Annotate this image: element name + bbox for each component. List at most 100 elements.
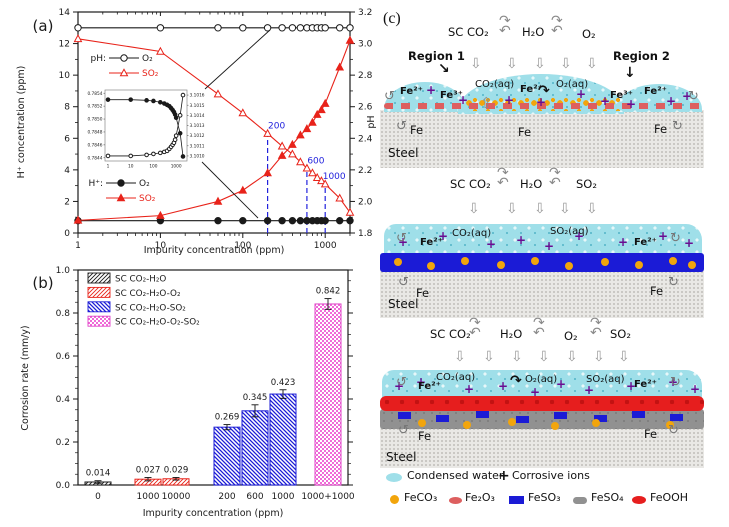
- svg-text:O₂: O₂: [142, 54, 153, 64]
- feso3-particle: [516, 416, 529, 423]
- corrosive-ion-icon: +: [626, 97, 637, 111]
- svg-text:2.6: 2.6: [358, 103, 373, 113]
- svg-text:0.029: 0.029: [164, 465, 189, 475]
- gas-label: SO₂: [576, 177, 597, 191]
- svg-text:8: 8: [64, 103, 70, 113]
- corrosive-ion-icon: +: [398, 235, 409, 249]
- series-3: [73, 35, 355, 224]
- fe-label: Fe: [644, 427, 658, 441]
- fe-label: Fe: [416, 286, 430, 300]
- svg-text:(b): (b): [32, 274, 53, 292]
- feso3-particle: [476, 411, 489, 418]
- legend-feso4: FeSO₄: [591, 491, 624, 504]
- svg-text:14: 14: [59, 8, 71, 18]
- feco3-particle: [551, 422, 559, 430]
- svg-text:600: 600: [307, 156, 324, 166]
- svg-text:0.269: 0.269: [215, 413, 240, 423]
- fe-label: Fe: [654, 122, 668, 136]
- feco3-particle: [463, 421, 471, 429]
- svg-text:10: 10: [59, 71, 71, 81]
- corrosive-ion-icon: +: [516, 233, 527, 247]
- gas-dissolve-arrow-icon: ⇩: [538, 349, 550, 365]
- svg-text:10: 10: [128, 164, 134, 170]
- svg-text:1000: 1000: [137, 492, 160, 502]
- svg-text:SC CO₂-H₂O-O₂-SO₂: SC CO₂-H₂O-O₂-SO₂: [115, 318, 200, 328]
- gas-dissolve-arrow-icon: ⇩: [468, 201, 480, 217]
- svg-text:1000: 1000: [323, 172, 346, 182]
- gas-cycle-icon: ↷ ↶: [533, 315, 545, 341]
- co2-aq-label: CO₂(aq): [452, 228, 492, 239]
- svg-text:0.423: 0.423: [271, 378, 296, 388]
- panel-a-legend-h: H⁺: O₂ SO₂: [88, 179, 155, 204]
- corrosive-ion-icon: +: [438, 229, 449, 243]
- svg-text:3.2: 3.2: [358, 8, 372, 18]
- svg-text:SO₂: SO₂: [139, 194, 156, 204]
- feco3-particle: [418, 419, 426, 427]
- fe2o3-swatch: [449, 497, 462, 504]
- svg-text:1: 1: [107, 164, 110, 170]
- corrosive-ion-icon: +: [584, 383, 595, 397]
- svg-text:H⁺:: H⁺:: [88, 179, 103, 189]
- svg-text:SO₂: SO₂: [142, 69, 159, 79]
- corrosive-ion-icon: +: [536, 95, 547, 109]
- gas-cycle-icon: ↷ ↶: [549, 165, 561, 191]
- corrosive-ion-icon: +: [658, 229, 669, 243]
- corrosive-ion-icon: +: [530, 385, 541, 399]
- gas-cycle-icon: ↷ ↶: [497, 165, 509, 191]
- feso4-layer: [380, 409, 704, 429]
- svg-text:(a): (a): [33, 17, 54, 35]
- svg-text:3.1013: 3.1013: [190, 123, 205, 129]
- corrosive-ion-icon: +: [498, 379, 509, 393]
- svg-text:4: 4: [64, 166, 70, 176]
- gas-dissolve-arrow-icon: ⇩: [483, 349, 495, 365]
- fe-cycle-arrow-icon: ↺: [396, 119, 407, 134]
- fe-cycle-arrow-icon: ↻: [668, 423, 679, 438]
- corrosive-ion-icon: +: [498, 468, 510, 484]
- svg-text:12: 12: [59, 40, 70, 50]
- svg-text:0.8: 0.8: [56, 309, 71, 319]
- svg-text:Impurity concentration (ppm): Impurity concentration (ppm): [144, 245, 285, 256]
- svg-text:H⁺ concentration (ppm): H⁺ concentration (ppm): [16, 66, 27, 179]
- svg-text:0.7854: 0.7854: [87, 91, 102, 97]
- svg-text:1.0: 1.0: [56, 266, 71, 276]
- panel-c-diagram: (c) SC CO₂ H₂O O₂ Region 1 Region 2 Fe²⁺…: [370, 0, 729, 527]
- steel-substrate: [380, 270, 704, 318]
- svg-text:200: 200: [218, 492, 235, 502]
- gas-dissolve-arrow-icon: ⇩: [470, 56, 482, 72]
- svg-text:2.8: 2.8: [358, 71, 373, 81]
- corrosive-ion-icon: +: [426, 83, 437, 97]
- panel-a-annotations: 200 600 1000: [267, 122, 346, 233]
- gas-dissolve-arrow-icon: ⇩: [566, 349, 578, 365]
- svg-text:0.027: 0.027: [136, 465, 161, 475]
- steel-substrate: [380, 110, 704, 168]
- gas-label: SC CO₂: [448, 25, 489, 39]
- svg-text:0.345: 0.345: [243, 393, 268, 403]
- panel-a-inset: 0.7844 0.7846 0.7848 0.7850 0.7852 0.7854 3.10…: [87, 89, 205, 170]
- corrosive-ion-icon: +: [684, 236, 695, 250]
- corrosive-ion-icon: +: [416, 375, 427, 389]
- panel-a-plot: (a): [33, 11, 351, 234]
- fe2-ion-label: Fe²⁺: [520, 84, 543, 95]
- gas-dissolve-arrow-icon: ⇩: [534, 56, 546, 72]
- corrosive-ion-icon: +: [574, 229, 585, 243]
- gas-cycle-icon: ↷ ↶: [499, 13, 511, 39]
- svg-text:2: 2: [64, 197, 70, 207]
- fe-cycle-arrow-icon: ↻: [670, 231, 681, 246]
- gas-dissolve-arrow-icon: ⇩: [454, 349, 466, 365]
- feooh-layer: [380, 396, 704, 411]
- svg-text:SC CO₂-H₂O-O₂: SC CO₂-H₂O-O₂: [115, 289, 180, 299]
- fe-cycle-arrow-icon: ↺: [398, 423, 409, 438]
- corrosive-ion-icon: +: [600, 94, 611, 108]
- region-2-label: Region 2: [613, 49, 670, 63]
- svg-text:3.1012: 3.1012: [190, 133, 205, 139]
- feso3-particle: [436, 415, 449, 422]
- svg-text:1.8: 1.8: [358, 229, 373, 239]
- feco3-particle: [666, 421, 674, 429]
- svg-text:2.2: 2.2: [358, 166, 372, 176]
- gas-label: SC CO₂: [430, 327, 471, 341]
- series-0: [74, 24, 354, 32]
- gas-label: H₂O: [520, 177, 543, 191]
- fe2o3-layer: [384, 103, 702, 109]
- water-layer: [384, 224, 702, 257]
